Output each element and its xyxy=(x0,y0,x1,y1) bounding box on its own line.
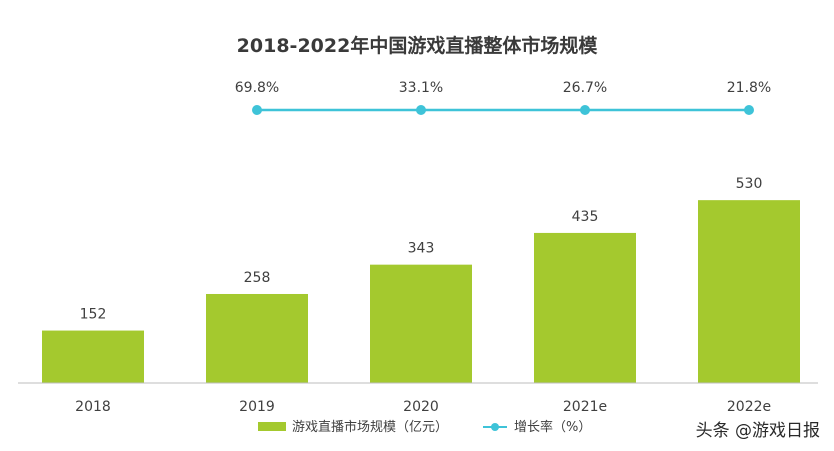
x-tick-label-2018: 2018 xyxy=(75,399,111,415)
growth-rate-point-2019 xyxy=(252,105,262,115)
legend: 游戏直播市场规模（亿元） 增长率（%） xyxy=(258,419,591,435)
x-tick-label-2019: 2019 xyxy=(239,399,275,415)
bar-2019 xyxy=(206,293,308,383)
growth-rate-label-2019: 69.8% xyxy=(235,80,279,96)
bar-value-label-2021e: 435 xyxy=(572,209,599,225)
growth-rate-line-series: 69.8% 33.1% 26.7% 21.8% xyxy=(235,80,771,115)
x-tick-label-2021e: 2021e xyxy=(563,399,607,415)
bar-2020 xyxy=(370,264,472,383)
bar-value-label-2019: 258 xyxy=(244,270,271,286)
bar-value-label-2022e: 530 xyxy=(736,176,763,192)
chart-title: 2018-2022年中国游戏直播整体市场规模 xyxy=(237,34,599,57)
x-tick-label-2022e: 2022e xyxy=(727,399,771,415)
legend-swatch-market-size xyxy=(258,422,286,431)
growth-rate-point-2021e xyxy=(580,105,590,115)
x-axis-ticks: 2018 2019 2020 2021e 2022e xyxy=(75,399,771,415)
growth-rate-point-2022e xyxy=(744,105,754,115)
bar-2021e xyxy=(534,232,636,383)
watermark: 头条 @游戏日报 xyxy=(696,421,820,441)
bar-2018 xyxy=(42,330,144,383)
bar-2022e xyxy=(698,200,800,383)
market-size-bar-series: 152 258 343 435 530 xyxy=(42,176,800,383)
growth-rate-label-2022e: 21.8% xyxy=(727,80,771,96)
bar-value-label-2018: 152 xyxy=(80,307,107,323)
growth-rate-point-2020 xyxy=(416,105,426,115)
legend-label-market-size: 游戏直播市场规模（亿元） xyxy=(292,419,448,435)
growth-rate-label-2020: 33.1% xyxy=(399,80,443,96)
legend-swatch-growth-rate-marker xyxy=(491,423,499,431)
growth-rate-label-2021e: 26.7% xyxy=(563,80,607,96)
x-tick-label-2020: 2020 xyxy=(403,399,439,415)
legend-label-growth-rate: 增长率（%） xyxy=(514,419,591,435)
bar-value-label-2020: 343 xyxy=(408,241,435,257)
